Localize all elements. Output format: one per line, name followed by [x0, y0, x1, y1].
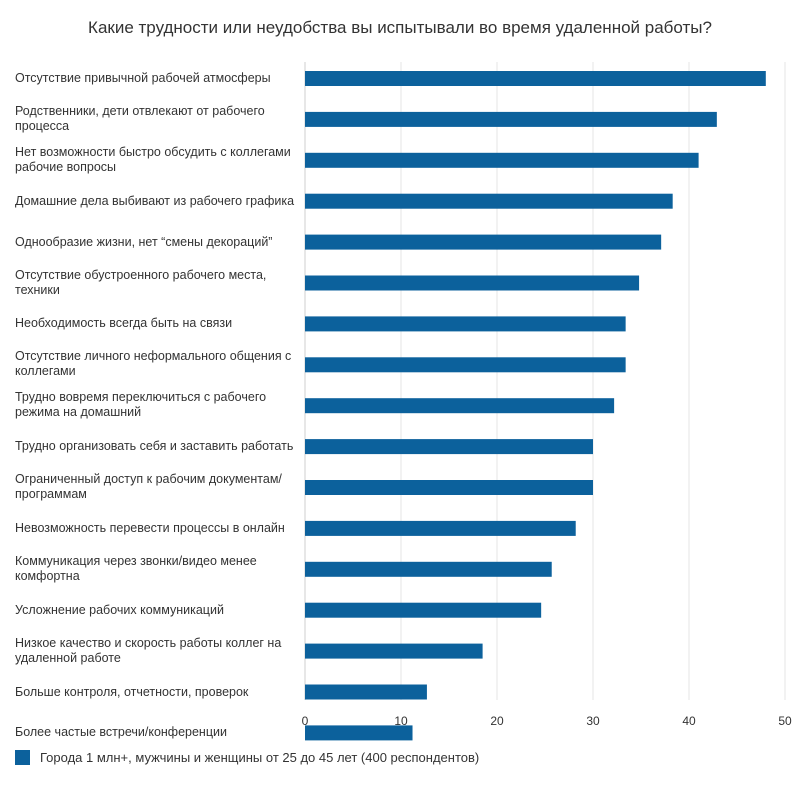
category-label: Отсутствие личного неформального общения…: [15, 349, 292, 379]
bars: [305, 71, 766, 741]
x-tick-label: 20: [490, 714, 504, 728]
x-tick-label: 10: [394, 714, 408, 728]
category-label: Ограниченный доступ к рабочим документам…: [15, 472, 282, 501]
bar: [305, 725, 413, 741]
category-label: Домашние дела выбивают из рабочего графи…: [15, 193, 295, 208]
category-label: Нет возможности быстро обсудить с коллег…: [15, 144, 291, 174]
bar: [305, 684, 427, 700]
bar: [305, 398, 615, 414]
category-label: Отсутствие привычной рабочей атмосферы: [15, 71, 271, 85]
chart-title: Какие трудности или неудобства вы испыты…: [88, 18, 712, 37]
category-label: Трудно вовремя переключиться с рабочего …: [15, 390, 267, 420]
bar: [305, 193, 673, 209]
category-label: Усложнение рабочих коммуникаций: [15, 602, 224, 617]
category-label: Невозможность перевести процессы в онлай…: [15, 520, 285, 535]
category-label: Более частые встречи/конференции: [15, 725, 227, 740]
legend-swatch: [15, 750, 30, 765]
legend: Города 1 млн+, мужчины и женщины от 25 д…: [15, 750, 479, 765]
category-label: Однообразие жизни, нет “смены декораций”: [15, 234, 273, 249]
category-label: Отсутствие обустроенного рабочего места,…: [15, 267, 267, 297]
category-label: Больше контроля, отчетности, проверок: [15, 684, 249, 699]
x-tick-label: 40: [682, 714, 696, 728]
legend-label: Города 1 млн+, мужчины и женщины от 25 д…: [40, 750, 480, 765]
bar: [305, 561, 552, 577]
x-tick-label: 0: [301, 714, 309, 728]
category-label: Необходимость всегда быть на связи: [15, 316, 233, 331]
category-label: Коммуникация через звонки/видео менее ко…: [15, 553, 257, 583]
gridlines: [304, 62, 786, 700]
bar: [305, 439, 593, 455]
bar: [305, 520, 576, 536]
bar: [305, 602, 542, 618]
category-label: Трудно организовать себя и заставить раб…: [15, 439, 294, 454]
bar: [305, 357, 626, 373]
x-tick-label: 50: [778, 714, 792, 728]
bar: [305, 480, 593, 495]
bar: [305, 71, 766, 86]
bar: [305, 234, 662, 250]
bar: [305, 643, 483, 659]
x-tick-label: 30: [586, 714, 600, 728]
bar: [305, 111, 717, 127]
category-label: Родственники, дети отвлекают от рабочего…: [15, 103, 265, 133]
bar: [305, 316, 626, 332]
bar: [305, 275, 640, 291]
bar: [305, 152, 699, 168]
category-label: Низкое качество и скорость работы коллег…: [15, 635, 282, 665]
